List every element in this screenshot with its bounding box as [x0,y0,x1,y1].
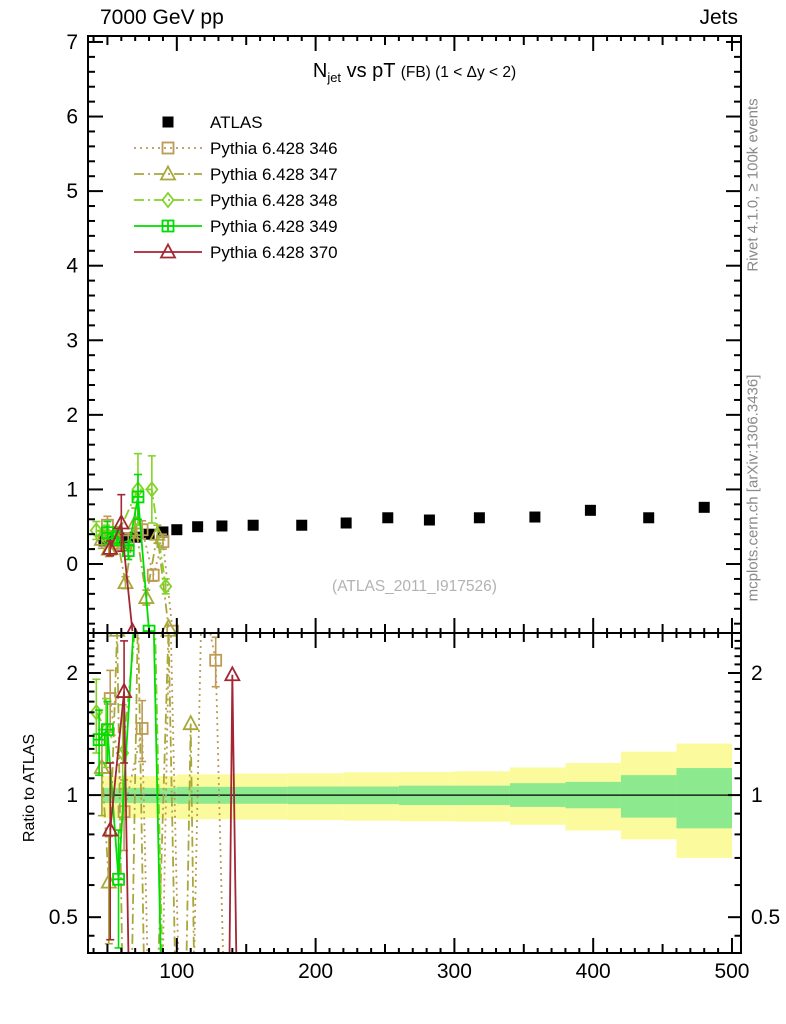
ratio-axis-title: Ratio to ATLAS [21,733,38,843]
title-fb: (FB) [400,64,436,81]
title-rest: vs pT [341,60,401,82]
svg-text:4: 4 [66,255,78,278]
analysis-id-watermark: (ATLAS_2011_I917526) [332,578,497,595]
svg-text:0: 0 [66,553,78,576]
svg-text:1: 1 [751,784,763,807]
legend-item-pythia-370: Pythia 6.428 370 [134,242,338,262]
plot-title: Njet vs pT (FB) (1 < Δy < 2) [88,60,741,85]
svg-text:2: 2 [66,662,78,685]
svg-text:Pythia 6.428 348: Pythia 6.428 348 [210,191,338,210]
legend-item-pythia-346: Pythia 6.428 346 [134,139,338,158]
legend-item-pythia-349: Pythia 6.428 349 [134,217,338,236]
svg-text:Pythia 6.428 347: Pythia 6.428 347 [210,165,338,184]
svg-text:Pythia 6.428 349: Pythia 6.428 349 [210,217,338,236]
legend-item-pythia-348: Pythia 6.428 348 [134,191,338,210]
svg-text:1: 1 [66,784,78,807]
svg-text:1: 1 [66,478,78,501]
beam-energy-label: 7000 GeV pp [100,6,224,29]
title-rapidity-cut: (1 < Δy < 2) [435,64,517,81]
analysis-group-label: Jets [699,6,738,29]
svg-text:Pythia 6.428 370: Pythia 6.428 370 [210,243,338,262]
svg-text:7: 7 [66,31,78,54]
svg-text:2: 2 [751,662,763,685]
svg-text:ATLAS: ATLAS [210,113,263,132]
svg-text:2: 2 [66,404,78,427]
title-subscript: jet [327,70,342,85]
svg-text:3: 3 [66,329,78,352]
title-observable: N [312,60,328,82]
legend-item-pythia-347: Pythia 6.428 347 [134,164,338,184]
svg-text:300: 300 [437,960,472,983]
svg-text:Pythia 6.428 346: Pythia 6.428 346 [210,139,338,158]
svg-text:6: 6 [66,106,78,129]
legend-item-atlas: ATLAS [162,113,263,132]
svg-text:200: 200 [298,960,333,983]
svg-text:500: 500 [714,960,749,983]
svg-text:5: 5 [66,180,78,203]
svg-text:0.5: 0.5 [751,906,780,929]
svg-text:100: 100 [159,960,194,983]
svg-text:0.5: 0.5 [49,906,78,929]
rivet-version-note: Rivet 4.1.0, ≥ 100k events [744,98,762,272]
svg-text:400: 400 [576,960,611,983]
mcplots-reference-note: mcplots.cern.ch [arXiv:1306.3436] [744,374,762,602]
